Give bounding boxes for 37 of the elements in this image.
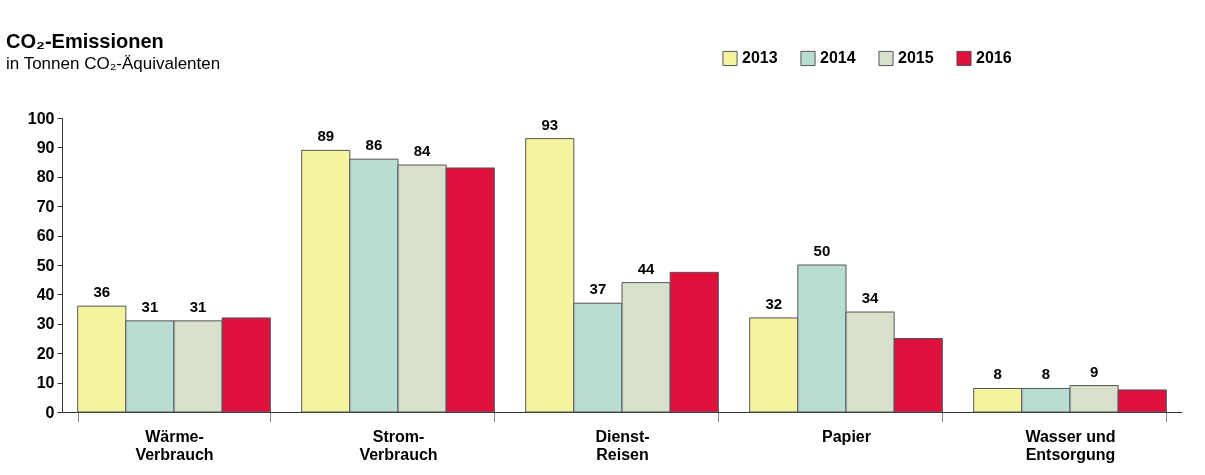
legend-label: 2013 <box>742 49 778 67</box>
data-label: 37 <box>589 280 607 298</box>
data-label: 9 <box>1089 362 1099 380</box>
legend-label: 2016 <box>976 49 1012 67</box>
data-label: 84 <box>413 142 432 160</box>
y-tick-label: 40 <box>36 285 55 303</box>
data-label: 32 <box>765 294 783 312</box>
data-label: 34 <box>861 289 880 307</box>
data-label: 93 <box>541 115 559 133</box>
y-tick-label: 50 <box>36 256 55 274</box>
data-label: 89 <box>317 127 335 145</box>
x-tick-label: Wasser und Entsorgung <box>1025 427 1116 463</box>
y-tick-label: 30 <box>36 315 55 333</box>
data-label: 86 <box>365 136 383 154</box>
y-tick-label: 70 <box>36 197 55 215</box>
y-tick-label: 80 <box>36 168 55 186</box>
data-label: 8 <box>1041 365 1051 383</box>
chart-subtitle: in Tonnen CO₂-Äquivalenten <box>6 54 221 73</box>
data-label: 8 <box>993 365 1002 383</box>
y-tick-label: 100 <box>27 109 55 127</box>
y-tick-label: 0 <box>45 403 55 421</box>
x-tick-label: Wärme-Verbrauch <box>135 427 214 463</box>
x-tick-label: Dienst-Reisen <box>595 427 650 463</box>
chart-title: CO₂-Emissionen <box>6 30 164 52</box>
legend-label: 2015 <box>898 49 934 67</box>
legend-label: 2014 <box>820 49 856 67</box>
data-label: 31 <box>141 297 159 315</box>
data-label: 36 <box>93 283 111 301</box>
x-tick-label: Strom-Verbrauch <box>359 427 438 463</box>
data-label: 50 <box>813 242 831 259</box>
y-tick-label: 20 <box>36 344 55 362</box>
y-tick-label: 10 <box>36 374 55 392</box>
y-tick-label: 60 <box>36 227 55 245</box>
data-label: 44 <box>637 259 656 277</box>
y-tick-label: 90 <box>36 138 55 156</box>
data-label: 31 <box>189 297 207 315</box>
x-tick-label: Papier <box>822 427 871 445</box>
